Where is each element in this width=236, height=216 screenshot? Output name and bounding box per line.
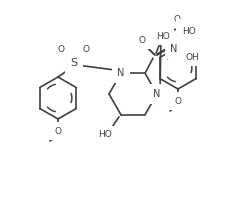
Text: HO: HO [182, 27, 196, 35]
Text: S: S [160, 28, 168, 38]
Text: O: O [139, 36, 146, 45]
Text: S: S [70, 58, 78, 68]
Text: O: O [181, 24, 188, 32]
Text: O: O [173, 14, 181, 24]
Text: HO: HO [98, 130, 112, 139]
Text: HO: HO [156, 32, 170, 41]
Text: O: O [174, 97, 181, 105]
Text: O: O [58, 44, 64, 54]
Text: OH: OH [185, 53, 199, 62]
Text: O: O [83, 44, 89, 54]
Text: N: N [117, 68, 125, 78]
Text: N: N [170, 44, 177, 54]
Text: N: N [153, 89, 161, 99]
Text: O: O [55, 127, 62, 135]
